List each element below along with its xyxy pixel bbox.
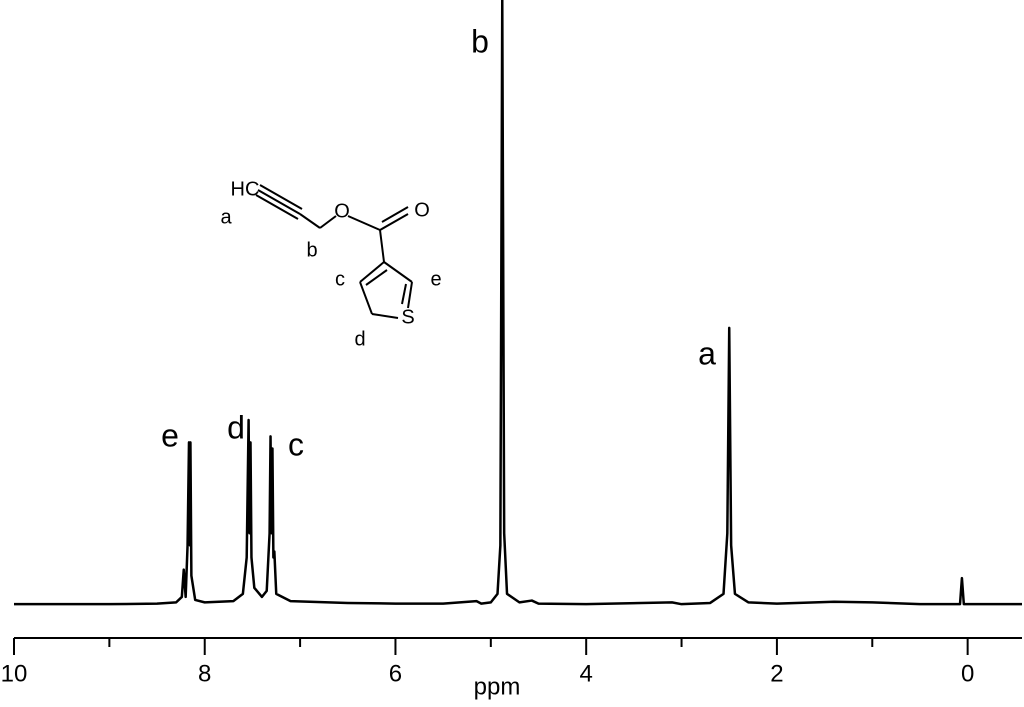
x-tick-label: 10 [1,660,28,687]
x-tick-label: 4 [580,660,593,687]
peak-label: d [227,409,245,445]
structure-label: O [414,199,430,221]
x-axis-label: ppm [474,673,521,700]
structure-label: d [354,328,365,350]
structure-label: e [430,268,441,290]
x-tick-label: 0 [961,660,974,687]
structure-label: a [220,206,232,228]
x-tick-label: 6 [389,660,402,687]
peak-label: b [471,23,489,59]
structure-label: b [306,239,317,261]
structure-label: HC [231,178,260,200]
structure-label: S [401,306,414,328]
structure-label: c [335,268,345,290]
peak-label: e [161,417,179,453]
spectrum-line [14,0,1022,606]
x-tick-label: 8 [198,660,211,687]
structure-label: O [334,200,350,222]
peak-label: c [288,426,304,462]
peak-label: a [698,335,716,371]
x-tick-label: 2 [770,660,783,687]
molecule [255,184,413,319]
